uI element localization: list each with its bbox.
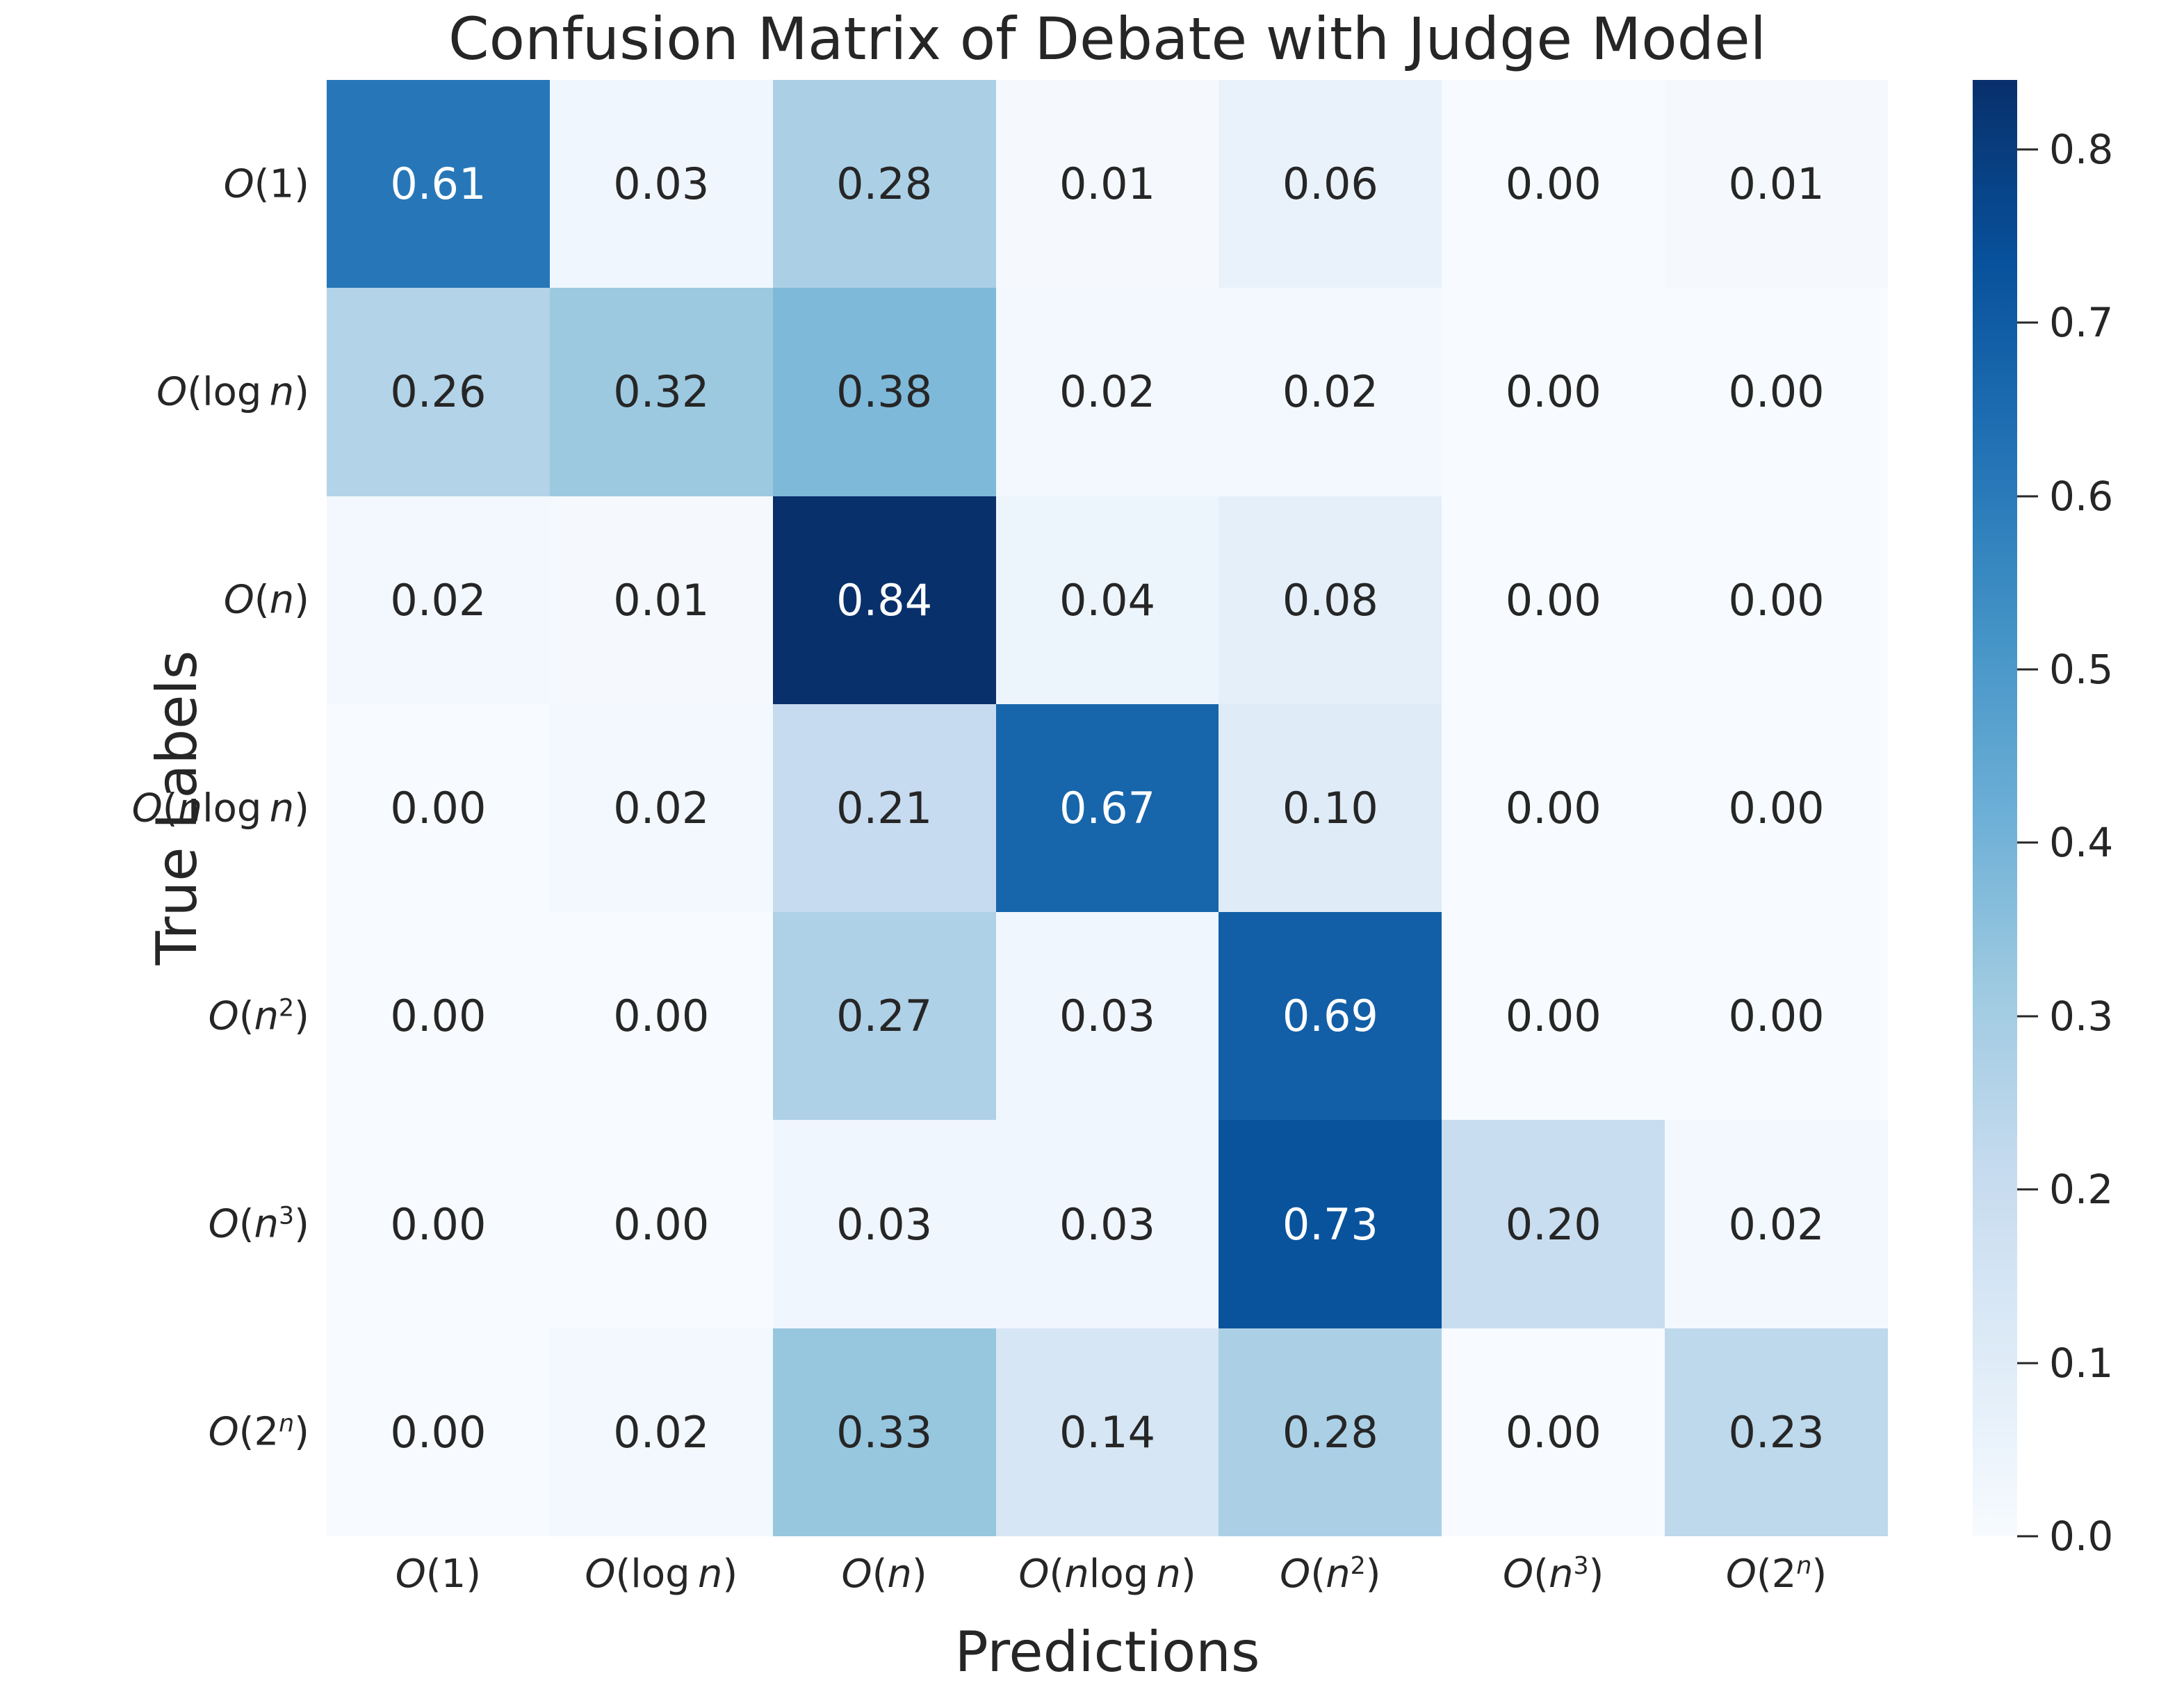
heatmap-cell: 0.02	[327, 496, 550, 704]
heatmap-cell: 0.00	[327, 1120, 550, 1328]
x-tick-label: O(n)	[841, 1552, 927, 1597]
heatmap-cell: 0.00	[549, 1120, 773, 1328]
colorbar-tick-label: 0.1	[2049, 1339, 2114, 1387]
colorbar-tick-label: 0.4	[2049, 819, 2114, 867]
colorbar-tick-label: 0.7	[2049, 299, 2114, 347]
colorbar-tick-mark	[2017, 1535, 2038, 1538]
y-tick-label: O(n2)	[208, 993, 309, 1039]
y-tick-label: O(nlog n)	[131, 786, 309, 831]
heatmap-cell: 0.02	[1219, 288, 1442, 496]
heatmap-cell: 0.61	[327, 80, 550, 288]
heatmap-cell: 0.00	[327, 703, 550, 913]
colorbar-tick-label: 0.0	[2049, 1513, 2114, 1560]
colorbar-tick-mark	[2017, 841, 2038, 844]
heatmap-cell: 0.21	[772, 703, 996, 913]
x-tick-label: O(1)	[395, 1552, 482, 1597]
heatmap-cell: 0.03	[549, 80, 773, 288]
heatmap-cell: 0.08	[1219, 496, 1442, 704]
heatmap-cell: 0.00	[549, 912, 773, 1121]
heatmap-cell: 0.01	[1665, 80, 1888, 288]
colorbar-gradient	[1973, 80, 2017, 1536]
heatmap-cell: 0.02	[1665, 1120, 1888, 1328]
colorbar-tick-mark	[2017, 1015, 2038, 1018]
colorbar-tick-label: 0.6	[2049, 472, 2114, 520]
heatmap-cell: 0.67	[995, 703, 1219, 913]
colorbar-tick-label: 0.5	[2049, 645, 2114, 693]
heatmap-cell: 0.00	[327, 912, 550, 1121]
heatmap-cell: 0.06	[1219, 80, 1442, 288]
heatmap-cell: 0.27	[772, 912, 996, 1121]
y-tick-label: O(n3)	[208, 1201, 309, 1247]
heatmap-cell: 0.33	[772, 1328, 996, 1536]
x-tick-label: O(n2)	[1280, 1552, 1381, 1597]
heatmap-cell: 0.26	[327, 288, 550, 496]
heatmap-cell: 0.23	[1665, 1328, 1888, 1536]
heatmap-cell: 0.73	[1219, 1120, 1442, 1328]
heatmap-cell: 0.32	[549, 288, 773, 496]
heatmap-cell: 0.38	[772, 288, 996, 496]
colorbar-tick-mark	[2017, 321, 2038, 324]
heatmap-cell: 0.28	[1219, 1328, 1442, 1536]
heatmap-cell: 0.28	[772, 80, 996, 288]
heatmap-cell: 0.02	[549, 1328, 773, 1536]
heatmap-cell: 0.00	[327, 1328, 550, 1536]
heatmap-cell: 0.00	[1442, 1328, 1665, 1536]
y-tick-label: O(log n)	[156, 369, 309, 415]
colorbar-tick-mark	[2017, 148, 2038, 151]
heatmap-cell: 0.00	[1442, 288, 1665, 496]
colorbar-tick-label: 0.2	[2049, 1166, 2114, 1214]
heatmap-cell: 0.10	[1219, 703, 1442, 913]
heatmap-cell: 0.00	[1665, 703, 1888, 913]
heatmap-cell: 0.03	[995, 912, 1219, 1121]
x-axis-label: Predictions	[954, 1620, 1260, 1684]
heatmap-cell: 0.00	[1665, 912, 1888, 1121]
heatmap-cell: 0.69	[1219, 912, 1442, 1121]
heatmap-cell: 0.02	[549, 703, 773, 913]
colorbar-tick-mark	[2017, 1362, 2038, 1365]
heatmap-cell: 0.03	[772, 1120, 996, 1328]
heatmap-cell: 0.04	[995, 496, 1219, 704]
colorbar-tick-mark	[2017, 668, 2038, 671]
x-tick-label: O(log n)	[585, 1552, 738, 1597]
colorbar-tick-mark	[2017, 1188, 2038, 1191]
heatmap-cell: 0.00	[1442, 80, 1665, 288]
heatmap-cell: 0.02	[995, 288, 1219, 496]
heatmap-cell: 0.14	[995, 1328, 1219, 1536]
heatmap-cell: 0.03	[995, 1120, 1219, 1328]
colorbar-tick-label: 0.8	[2049, 125, 2114, 173]
heatmap-cell: 0.00	[1442, 496, 1665, 704]
y-tick-label: O(1)	[223, 161, 309, 207]
heatmap-cell: 0.00	[1442, 912, 1665, 1121]
chart-title: Confusion Matrix of Debate with Judge Mo…	[448, 5, 1766, 73]
heatmap-cell: 0.00	[1442, 703, 1665, 913]
x-tick-label: O(n3)	[1503, 1552, 1604, 1597]
x-tick-label: O(nlog n)	[1018, 1552, 1196, 1597]
heatmap-cell: 0.01	[995, 80, 1219, 288]
heatmap-cell: 0.84	[772, 496, 996, 704]
heatmap-cell: 0.00	[1665, 288, 1888, 496]
heatmap-grid: 0.61 0.03 0.28 0.01 0.06 0.00 0.01 0.26 0.32 0.38…	[327, 80, 1888, 1536]
heatmap-cell: 0.01	[549, 496, 773, 704]
x-tick-label: O(2n)	[1725, 1552, 1827, 1597]
colorbar-tick-mark	[2017, 495, 2038, 498]
y-tick-label: O(n)	[223, 577, 309, 623]
heatmap-cell: 0.20	[1442, 1120, 1665, 1328]
y-tick-label: O(2n)	[208, 1409, 309, 1455]
colorbar-tick-label: 0.3	[2049, 992, 2114, 1040]
heatmap-cell: 0.00	[1665, 496, 1888, 704]
